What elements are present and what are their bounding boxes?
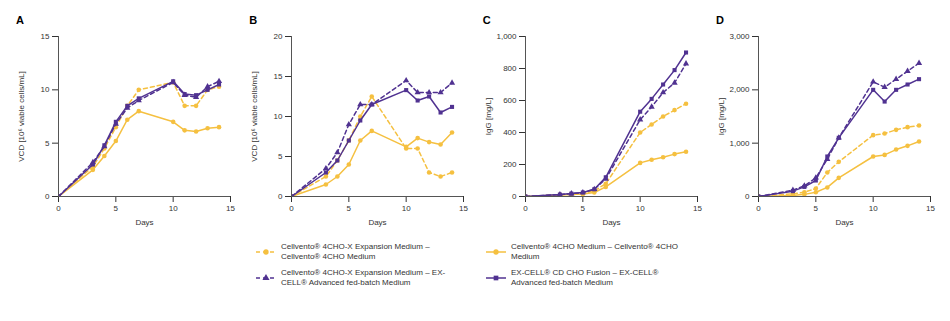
svg-text:Days: Days	[835, 218, 853, 227]
svg-text:2,000: 2,000	[729, 85, 750, 94]
svg-text:5: 5	[278, 152, 283, 161]
svg-text:10: 10	[274, 112, 283, 121]
svg-text:10: 10	[402, 204, 411, 213]
svg-text:1,000: 1,000	[729, 139, 750, 148]
html-text:Cellvento® 4CHO-X Expansion Me: Cellvento® 4CHO-X Expansion Medium – EX-…	[281, 268, 446, 287]
svg-text:VCD [10⁶ viable cells/mL]: VCD [10⁶ viable cells/mL]	[251, 71, 260, 161]
svg-text:0: 0	[512, 192, 517, 201]
svg-text:5: 5	[814, 204, 819, 213]
svg-text:IgG [mg/L]: IgG [mg/L]	[484, 98, 493, 135]
html-text:A: A	[16, 14, 24, 26]
svg-text:15: 15	[926, 204, 935, 213]
svg-text:15: 15	[693, 204, 702, 213]
svg-text:20: 20	[274, 32, 283, 41]
html-text:D: D	[716, 14, 724, 26]
svg-text:10: 10	[41, 85, 50, 94]
svg-text:10: 10	[869, 204, 878, 213]
svg-text:15: 15	[459, 204, 468, 213]
svg-text:400: 400	[503, 128, 517, 137]
svg-text:0: 0	[745, 192, 750, 201]
html-text:B: B	[249, 14, 258, 26]
svg-text:15: 15	[274, 72, 283, 81]
svg-text:0: 0	[290, 204, 295, 213]
svg-text:1,000: 1,000	[496, 32, 517, 41]
svg-text:10: 10	[635, 204, 644, 213]
svg-text:Days: Days	[135, 218, 153, 227]
svg-text:5: 5	[580, 204, 585, 213]
svg-text:3,000: 3,000	[729, 32, 750, 41]
svg-text:0: 0	[756, 204, 761, 213]
svg-text:5: 5	[114, 204, 119, 213]
svg-text:Days: Days	[602, 218, 620, 227]
svg-text:200: 200	[503, 160, 517, 169]
svg-text:0: 0	[278, 192, 283, 201]
svg-text:15: 15	[226, 204, 235, 213]
html-text:Cellvento® 4CHO-X Expansion Me: Cellvento® 4CHO-X Expansion Medium – Cel…	[281, 242, 430, 261]
html-text:Cellvento® 4CHO Medium – Cellv: Cellvento® 4CHO Medium – Cellvento® 4CHO…	[511, 242, 678, 261]
svg-text:15: 15	[41, 32, 50, 41]
svg-text:VCD [10⁶ viable cells/mL]: VCD [10⁶ viable cells/mL]	[17, 71, 26, 161]
svg-text:0: 0	[56, 204, 61, 213]
svg-text:10: 10	[169, 204, 178, 213]
svg-text:800: 800	[503, 64, 517, 73]
svg-text:IgG [mg/L]: IgG [mg/L]	[717, 98, 726, 135]
svg-text:5: 5	[45, 139, 50, 148]
svg-text:600: 600	[503, 96, 517, 105]
svg-text:Days: Days	[369, 218, 387, 227]
svg-text:0: 0	[523, 204, 528, 213]
html-text:EX-CELL® CD CHO Fusion – EX-CE: EX-CELL® CD CHO Fusion – EX-CELL® Advanc…	[511, 268, 659, 287]
html-text:C: C	[482, 14, 491, 26]
svg-text:5: 5	[347, 204, 352, 213]
svg-text:0: 0	[45, 192, 50, 201]
